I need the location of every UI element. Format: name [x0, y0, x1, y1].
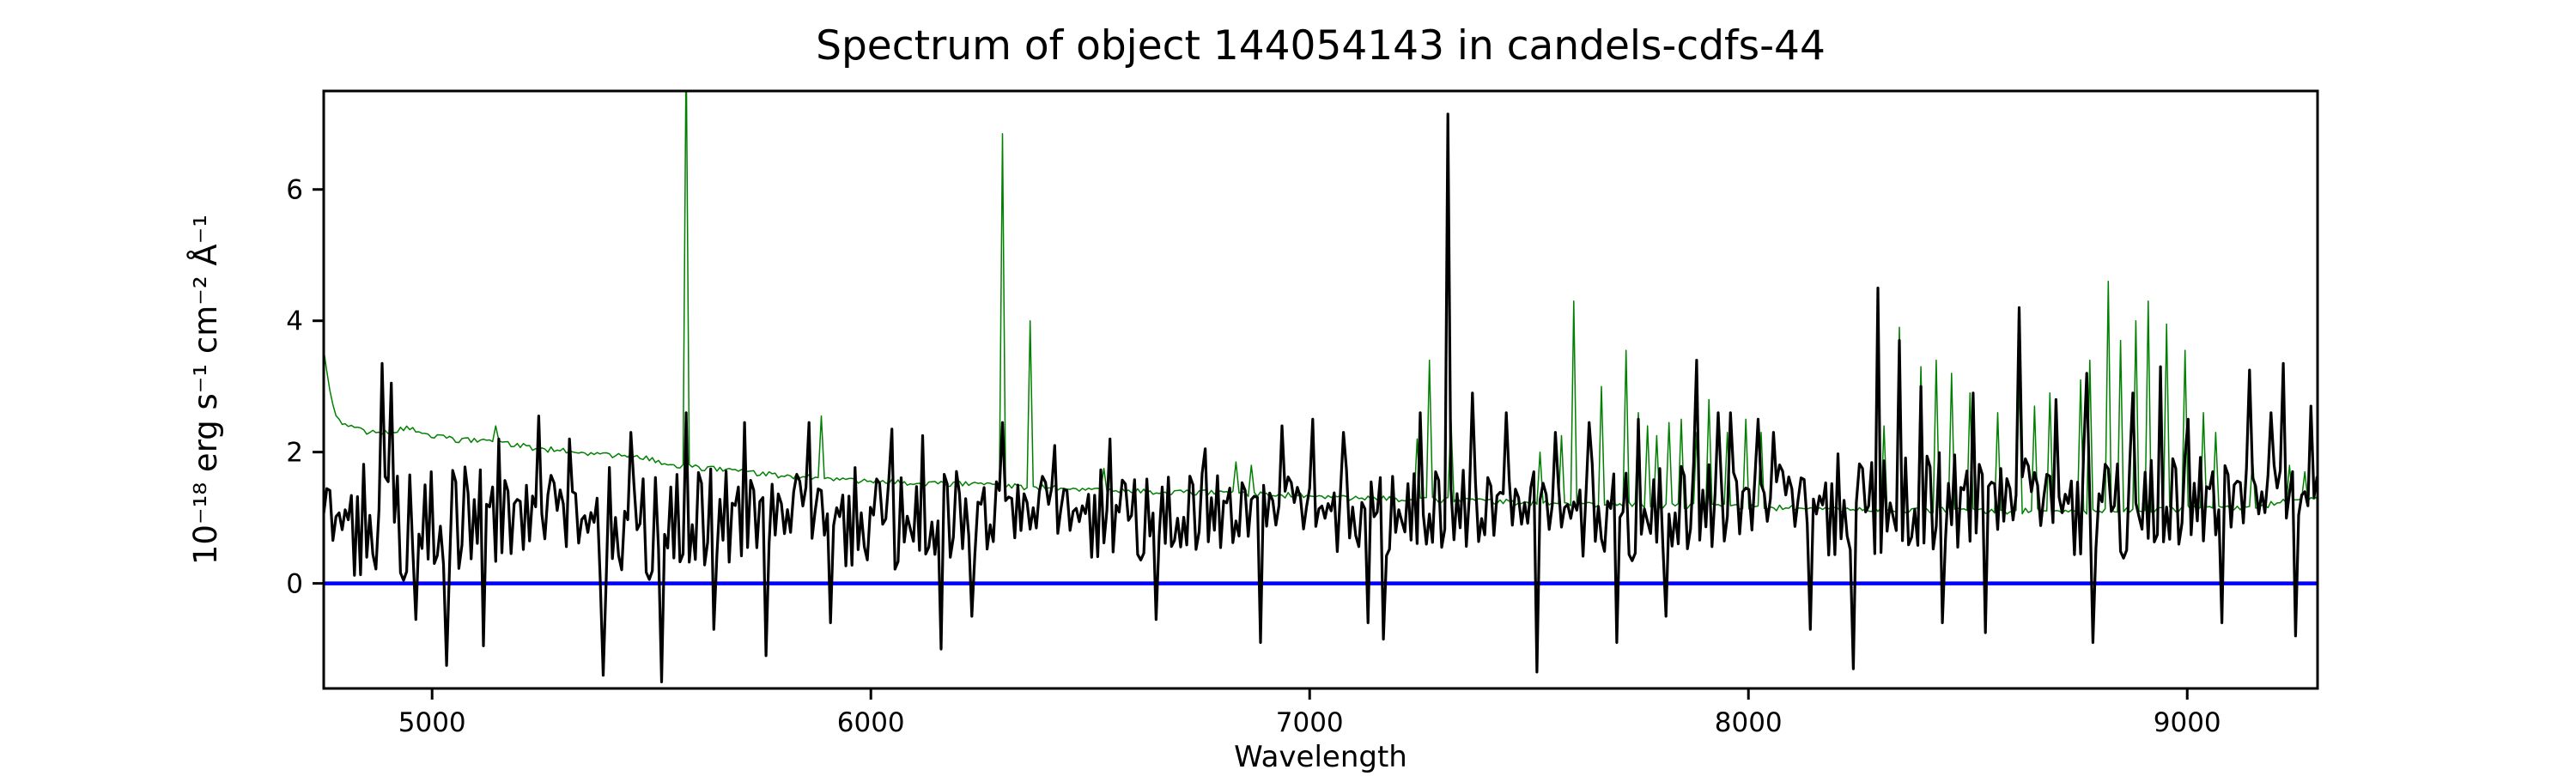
flux-spectrum-line [324, 112, 2318, 684]
x-tick-label: 9000 [2154, 707, 2221, 738]
y-tick-label: 4 [286, 306, 303, 337]
y-axis-label: 10⁻¹⁸ erg s⁻¹ cm⁻² Å⁻¹ [186, 215, 224, 565]
noise-spectrum-line [324, 91, 2318, 515]
x-axis-label: Wavelength [1234, 740, 1407, 773]
y-tick-label: 2 [286, 438, 303, 469]
plot-border [322, 89, 2319, 690]
x-tick-label: 6000 [837, 707, 905, 738]
x-tick-label: 5000 [398, 707, 466, 738]
chart-title: Spectrum of object 144054143 in candels-… [816, 22, 1826, 70]
y-tick-label: 0 [286, 569, 303, 600]
x-tick-label: 8000 [1715, 707, 1783, 738]
x-tick-label: 7000 [1276, 707, 1344, 738]
axis-tick-labels: 5000 6000 7000 8000 9000 0 2 4 6 [286, 175, 2221, 738]
y-tick-label: 6 [286, 175, 303, 206]
axis-ticks [313, 188, 2189, 700]
